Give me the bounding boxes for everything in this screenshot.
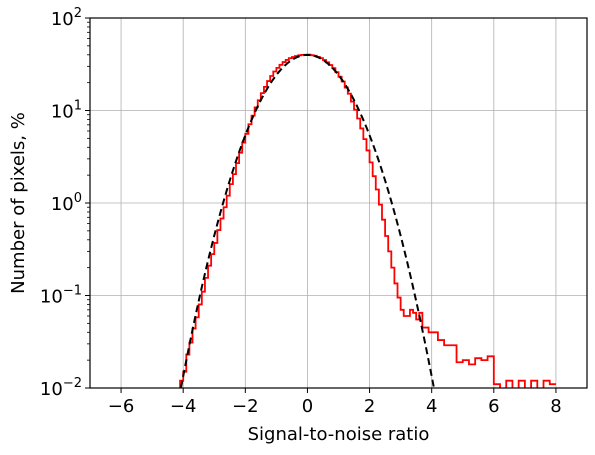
histogram-step-line [179,53,556,388]
x-tick-label: −4 [170,396,197,417]
y-axis-label: Number of pixels, % [8,112,29,294]
x-axis-label: Signal-to-noise ratio [248,424,430,445]
x-tick-label: −6 [108,396,135,417]
gaussian-fit-line [179,53,435,388]
y-tick-label-exponent: 1 [74,99,82,114]
y-tick-label-base: 10 [40,287,63,308]
y-tick-label-base: 10 [51,194,74,215]
y-tick-label-exponent: 2 [74,6,82,21]
y-tick-label-base: 10 [51,9,74,30]
y-tick-label: 10−2 [40,376,82,400]
x-tick-label: 8 [550,396,561,417]
x-tick-label: 0 [302,396,313,417]
x-tick-label: 2 [364,396,375,417]
x-tick-label: 4 [426,396,437,417]
y-tick-label-exponent: −2 [63,376,82,391]
y-tick-label: 100 [51,191,82,215]
y-tick-label-base: 10 [51,102,74,123]
y-tick-label: 101 [51,99,82,123]
y-tick-label-exponent: −1 [63,284,82,299]
series-layer [179,53,556,388]
y-tick-label: 10−1 [40,284,82,308]
y-tick-label-base: 10 [40,379,63,400]
x-tick-label: 6 [488,396,499,417]
y-tick-label-exponent: 0 [74,191,82,206]
x-tick-label: −2 [232,396,259,417]
y-tick-label: 102 [51,6,82,30]
